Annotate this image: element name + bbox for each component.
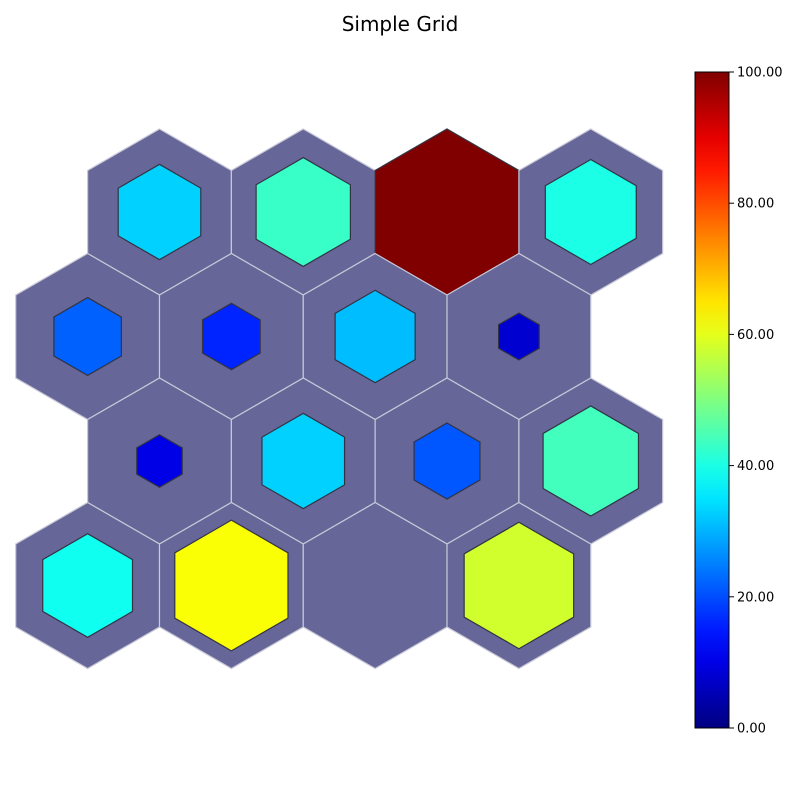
colorbar-tick-label: 40.00 — [737, 459, 774, 474]
hex-value-mark — [463, 521, 575, 650]
hex-cell — [446, 252, 592, 421]
hex-cell — [158, 501, 304, 670]
hex-value-mark — [202, 302, 261, 371]
hex-cell — [518, 128, 664, 296]
chart-title: Simple Grid — [341, 12, 459, 36]
colorbar-tick-label: 100.00 — [737, 66, 783, 81]
hex-cell — [230, 377, 376, 545]
hex-value-mark — [255, 156, 351, 268]
hex-value-mark — [117, 163, 202, 261]
hex-value-mark — [42, 532, 134, 639]
hex-value-mark — [542, 405, 640, 517]
hex-cell — [230, 128, 376, 296]
hex-cell — [374, 128, 520, 296]
hex-cell — [15, 501, 161, 670]
hex-layer — [15, 128, 664, 670]
hex-value-mark — [53, 296, 122, 377]
hex-cell — [158, 252, 304, 421]
hex-value-mark — [413, 422, 481, 500]
colorbar-tick-label: 60.00 — [737, 328, 774, 343]
colorbar-gradient — [694, 71, 730, 729]
hex-cell — [15, 252, 161, 421]
hex-value-mark — [497, 312, 540, 361]
hex-value-mark — [334, 289, 416, 384]
colorbar: 0.00 20.00 40.00 60.00 80.00 100.00 — [694, 66, 783, 737]
hex-value-mark — [136, 434, 183, 488]
hex-value-mark — [544, 158, 637, 266]
colorbar-tick-label: 20.00 — [737, 590, 774, 605]
hex-cell — [446, 501, 592, 670]
colorbar-tick-label: 0.00 — [737, 722, 766, 737]
hex-value-mark — [261, 412, 346, 510]
hex-value-mark — [174, 519, 289, 652]
hex-cell — [302, 252, 448, 421]
colorbar-tick-label: 80.00 — [737, 197, 774, 212]
hex-cell — [374, 377, 520, 545]
hex-cell — [518, 377, 664, 545]
colorbar-ticks: 0.00 20.00 40.00 60.00 80.00 100.00 — [729, 66, 783, 737]
